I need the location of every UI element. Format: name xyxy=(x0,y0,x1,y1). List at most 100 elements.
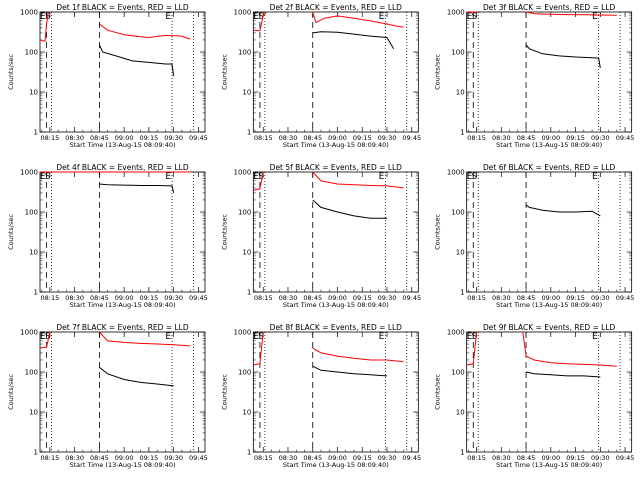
x-tick-label: 09:30 xyxy=(378,134,397,142)
marker-label: E xyxy=(379,172,385,182)
x-tick-label: 09:45 xyxy=(402,134,421,142)
x-tick-label: 09:45 xyxy=(189,294,208,302)
marker-label: E xyxy=(40,12,46,22)
x-tick-label: 08:30 xyxy=(492,294,511,302)
x-tick-label: 08:45 xyxy=(517,454,536,462)
y-tick-label: 1000 xyxy=(447,329,465,337)
y-tick-label: 1 xyxy=(247,289,251,297)
x-tick-label: 08:15 xyxy=(254,294,273,302)
marker-label: S xyxy=(45,172,51,182)
marker-label: S xyxy=(471,332,477,342)
x-tick-label: 09:15 xyxy=(140,294,159,302)
marker-label: E xyxy=(253,332,259,342)
marker-label: S xyxy=(471,172,477,182)
chart-title: Det 9f BLACK = Events, RED = LLD xyxy=(483,323,616,332)
series-line-lld xyxy=(522,331,617,367)
marker-label: E xyxy=(467,12,473,22)
marker-label: E xyxy=(379,12,385,22)
series-line-events xyxy=(312,31,395,50)
y-axis-label: Counts/sec xyxy=(7,54,15,90)
marker-label: E xyxy=(165,12,171,22)
x-tick-label: 08:45 xyxy=(90,294,109,302)
series-line-lld xyxy=(39,331,51,349)
y-tick-label: 1000 xyxy=(20,169,38,177)
series-line-events xyxy=(312,365,388,377)
series-line-events xyxy=(99,183,175,194)
x-tick-label: 09:30 xyxy=(164,134,183,142)
x-tick-label: 09:45 xyxy=(189,454,208,462)
y-tick-label: 10 xyxy=(456,89,465,97)
series-line-lld xyxy=(312,11,404,28)
plot-frame xyxy=(466,171,633,293)
marker-label: E xyxy=(165,332,171,342)
marker-label: E xyxy=(467,172,473,182)
x-tick-label: 09:00 xyxy=(328,454,347,462)
x-axis-label: Start Time (13-Aug-15 08:09:40) xyxy=(69,301,175,309)
chart-panel-3: Det 3f BLACK = Events, RED = LLD 1 10 100 10… xyxy=(434,3,635,149)
series-line-lld xyxy=(312,347,404,363)
y-tick-label: 1000 xyxy=(447,9,465,17)
y-tick-label: 1 xyxy=(247,129,251,137)
chart-title: Det 7f BLACK = Events, RED = LLD xyxy=(56,323,189,332)
x-tick-label: 09:45 xyxy=(616,294,635,302)
series-line-lld xyxy=(312,171,404,189)
chart-panel-6: Det 6f BLACK = Events, RED = LLD 1 10 100 10… xyxy=(434,163,635,309)
x-tick-label: 09:00 xyxy=(115,294,134,302)
marker-label: E xyxy=(40,172,46,182)
x-tick-label: 09:00 xyxy=(328,134,347,142)
marker-label: E xyxy=(467,332,473,342)
x-tick-label: 09:45 xyxy=(616,134,635,142)
series-line-lld xyxy=(99,23,191,40)
x-tick-label: 09:00 xyxy=(115,454,134,462)
y-tick-label: 1 xyxy=(34,129,38,137)
x-tick-label: 09:30 xyxy=(378,294,397,302)
x-tick-label: 09:15 xyxy=(353,454,372,462)
series-line-events xyxy=(312,199,387,219)
x-tick-label: 08:30 xyxy=(279,294,298,302)
marker-label: E xyxy=(165,172,171,182)
x-tick-label: 09:00 xyxy=(541,454,560,462)
x-axis-label: Start Time (13-Aug-15 08:09:40) xyxy=(496,141,602,149)
series-line-events xyxy=(525,44,601,68)
x-tick-label: 08:15 xyxy=(254,134,273,142)
y-tick-label: 100 xyxy=(25,209,38,217)
chart-panel-7: Det 7f BLACK = Events, RED = LLD 1 10 100 10… xyxy=(7,323,208,469)
x-tick-label: 09:30 xyxy=(378,454,397,462)
y-axis-label: Counts/sec xyxy=(7,214,15,250)
x-tick-label: 09:15 xyxy=(566,134,585,142)
chart-panel-1: Det 1f BLACK = Events, RED = LLD 1 10 100 10… xyxy=(7,3,208,149)
x-tick-label: 08:45 xyxy=(90,134,109,142)
y-axis-label: Counts/sec xyxy=(220,214,228,250)
series-line-lld xyxy=(39,11,49,42)
y-axis-label: Counts/sec xyxy=(434,54,442,90)
y-tick-label: 100 xyxy=(25,49,38,57)
x-axis-label: Start Time (13-Aug-15 08:09:40) xyxy=(496,461,602,469)
marker-label: E xyxy=(592,172,598,182)
x-tick-label: 09:15 xyxy=(140,454,159,462)
chart-panel-9: Det 9f BLACK = Events, RED = LLD 1 10 100 10… xyxy=(434,323,635,469)
x-tick-label: 08:30 xyxy=(65,134,84,142)
x-axis-label: Start Time (13-Aug-15 08:09:40) xyxy=(69,141,175,149)
x-tick-label: 08:15 xyxy=(254,454,273,462)
x-tick-label: 09:30 xyxy=(591,294,610,302)
x-tick-label: 09:15 xyxy=(566,294,585,302)
marker-label: S xyxy=(45,332,51,342)
chart-title: Det 3f BLACK = Events, RED = LLD xyxy=(483,3,616,12)
x-axis-label: Start Time (13-Aug-15 08:09:40) xyxy=(283,301,389,309)
x-tick-label: 09:15 xyxy=(140,134,159,142)
x-tick-label: 08:15 xyxy=(467,294,486,302)
y-tick-label: 1 xyxy=(34,289,38,297)
chart-title: Det 1f BLACK = Events, RED = LLD xyxy=(56,3,189,12)
y-tick-label: 100 xyxy=(238,369,251,377)
y-axis-label: Counts/sec xyxy=(7,374,15,410)
y-tick-label: 1 xyxy=(460,129,464,137)
x-tick-label: 09:45 xyxy=(402,454,421,462)
plot-frame xyxy=(39,171,206,293)
marker-label: E xyxy=(592,332,598,342)
x-tick-label: 08:15 xyxy=(41,454,60,462)
y-tick-label: 1000 xyxy=(20,329,38,337)
marker-label: E xyxy=(379,332,385,342)
plot-frame xyxy=(252,331,419,453)
